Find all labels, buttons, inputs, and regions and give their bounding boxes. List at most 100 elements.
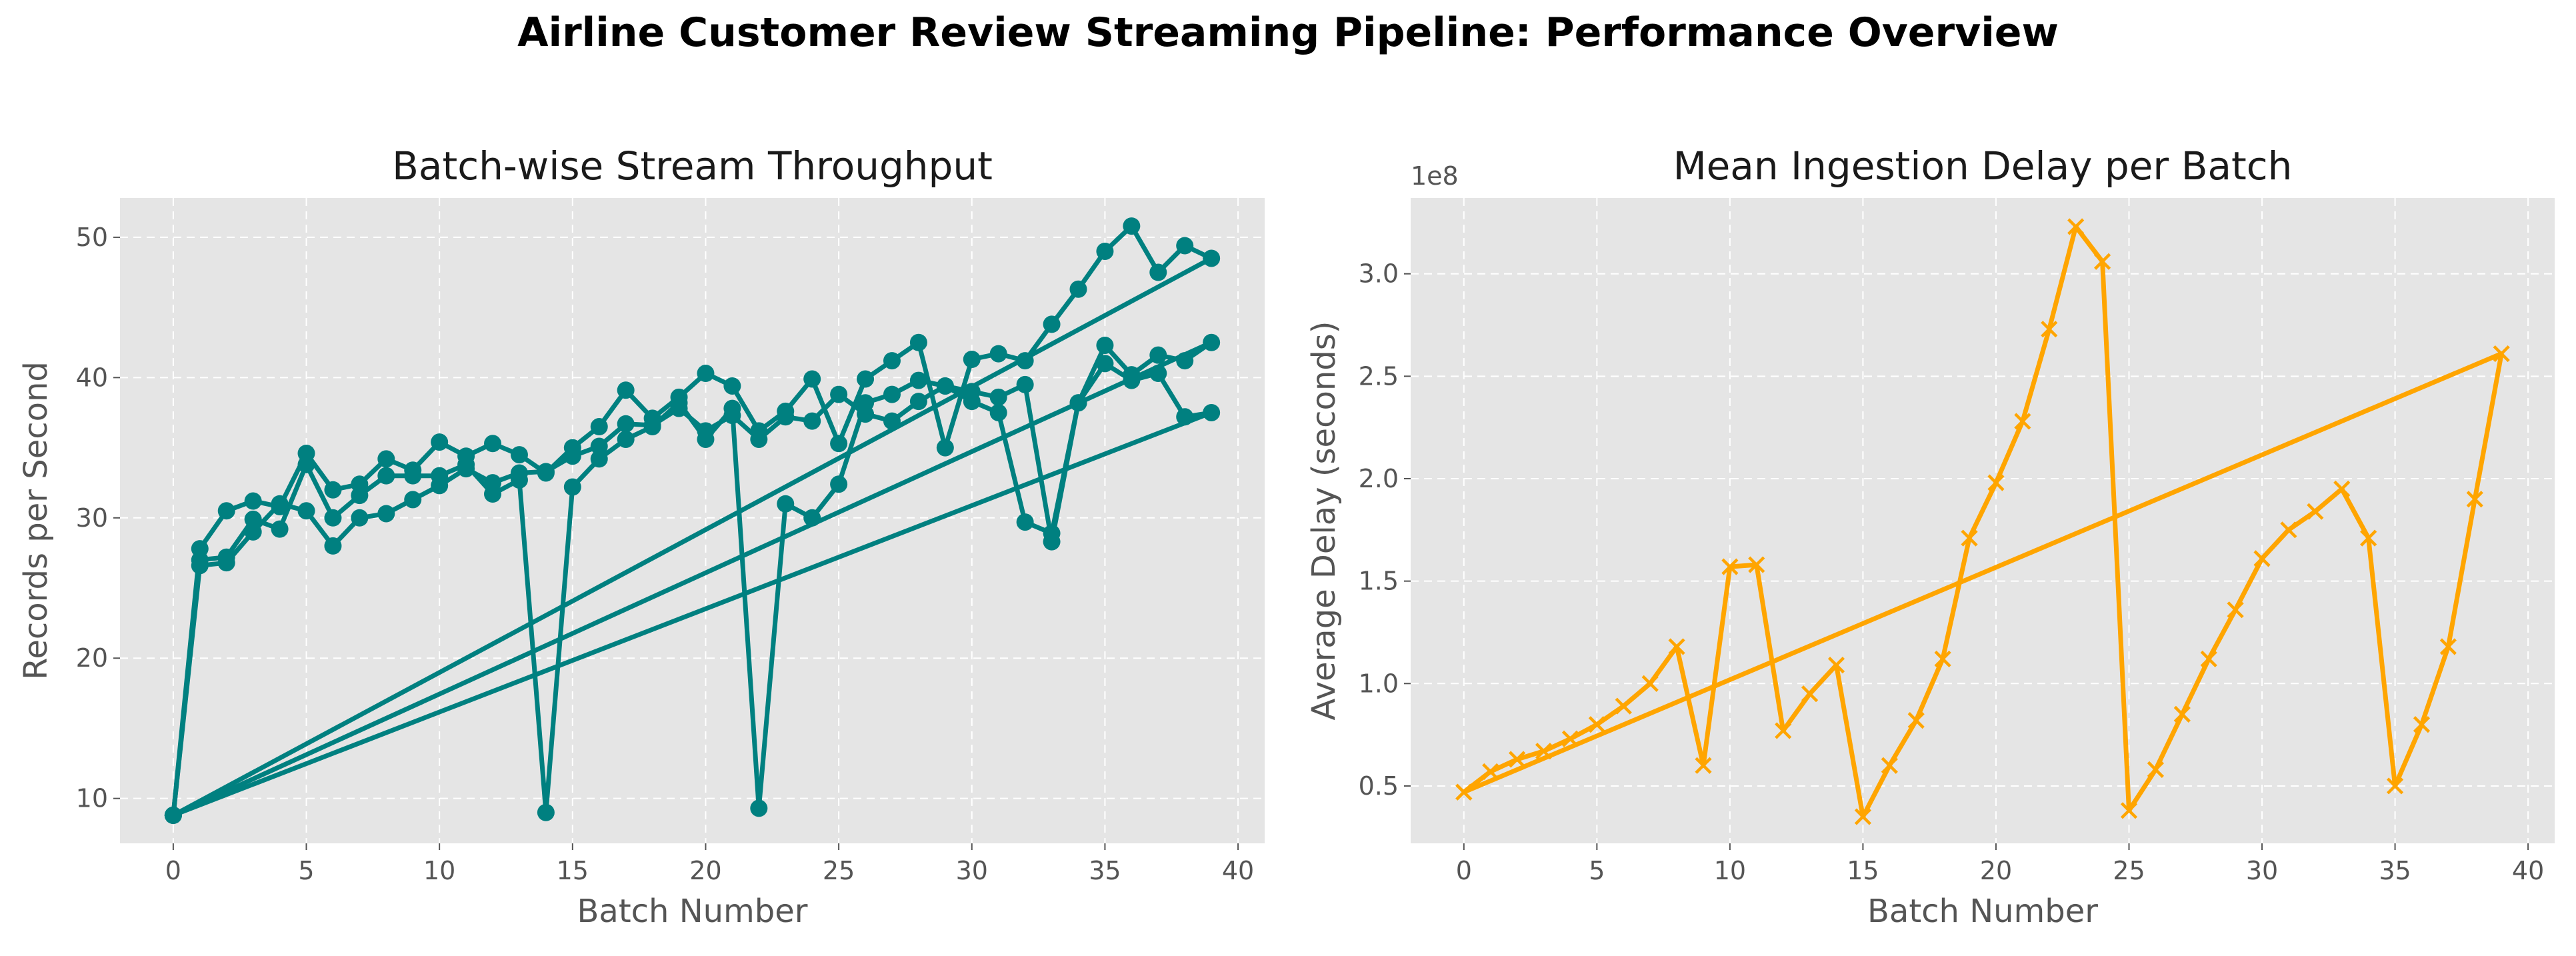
y-tick-label: 50 (76, 223, 108, 252)
data-point (1615, 697, 1632, 715)
data-point-stroke (1748, 556, 1765, 573)
data-point-stroke (2413, 716, 2431, 733)
data-point (431, 433, 449, 451)
y-tick-label: 30 (76, 503, 108, 533)
data-point (670, 399, 688, 417)
data-point-stroke (2280, 521, 2297, 539)
data-point (1482, 763, 1499, 781)
y-tick-label: 2.0 (1359, 464, 1399, 493)
data-point (1668, 638, 1685, 655)
x-tick-label: 30 (2246, 856, 2278, 885)
data-point (590, 418, 608, 436)
y-tick-label: 0.5 (1359, 771, 1399, 801)
data-point (909, 333, 927, 351)
data-point (777, 408, 795, 426)
data-point (2041, 321, 2058, 338)
data-point-stroke (2253, 550, 2271, 567)
data-point (1907, 712, 1925, 729)
data-point (484, 474, 502, 492)
data-point (590, 450, 608, 468)
data-point (377, 450, 395, 468)
y-tick-label: 40 (76, 363, 108, 392)
data-point (830, 475, 848, 493)
data-point (909, 393, 927, 411)
data-point (963, 351, 981, 368)
data-point-stroke (1934, 650, 1951, 668)
data-point (883, 412, 901, 430)
data-point (1203, 403, 1221, 421)
data-point (1721, 558, 1739, 575)
data-point (590, 437, 608, 455)
data-point (1509, 751, 1526, 768)
data-point (830, 435, 848, 453)
data-point-stroke (2093, 253, 2111, 270)
data-point (1934, 650, 1951, 668)
data-point (217, 502, 235, 520)
data-point-stroke (1987, 474, 2005, 491)
x-tick-label: 15 (1847, 856, 1879, 885)
data-point-stroke (1854, 808, 1872, 825)
data-point-stroke (1801, 685, 1819, 703)
data-point-stroke (2173, 705, 2191, 723)
data-point (404, 467, 422, 485)
data-point-stroke (1881, 757, 1898, 774)
data-point (404, 491, 422, 509)
data-point-stroke (2493, 345, 2510, 363)
data-point (537, 803, 555, 821)
data-point (617, 415, 635, 433)
data-point (1069, 394, 1087, 412)
data-point (271, 495, 289, 513)
data-point (1096, 242, 1114, 260)
data-point-stroke (1907, 712, 1925, 729)
data-point (1535, 743, 1553, 760)
y-axis-label: Average Delay (seconds) (1305, 321, 1343, 721)
x-tick-label: 5 (1589, 856, 1605, 885)
data-point (1561, 730, 1579, 747)
data-point (1149, 346, 1167, 364)
data-point (1588, 716, 1605, 733)
data-point-stroke (2439, 638, 2457, 655)
y-tick-label: 3.0 (1359, 259, 1399, 289)
data-point (750, 799, 768, 817)
data-point (1203, 249, 1221, 267)
data-point-stroke (1561, 730, 1579, 747)
data-point (2173, 705, 2191, 723)
chart-throughput: 0 5 10 15 20 25 30 35 40 10 20 30 40 50 Batch-wise Str… (17, 143, 1265, 930)
x-tick-label: 40 (2512, 856, 2544, 885)
data-point (2439, 638, 2457, 655)
data-point (2120, 802, 2138, 819)
data-point (563, 447, 581, 465)
data-point (1016, 375, 1034, 393)
data-point (244, 523, 262, 541)
data-point (697, 422, 715, 440)
plot-area (1411, 198, 2555, 843)
x-tick-label: 0 (1456, 856, 1472, 885)
data-point (324, 537, 342, 555)
data-point (963, 383, 981, 401)
data-point-stroke (1615, 697, 1632, 715)
data-point-stroke (1535, 743, 1553, 760)
y-tick-label: 1.5 (1359, 567, 1399, 596)
data-point (324, 509, 342, 527)
data-point (2200, 650, 2217, 668)
data-point (297, 502, 315, 520)
data-point (324, 481, 342, 499)
data-point (457, 460, 475, 478)
x-axis-label: Batch Number (1867, 893, 2098, 930)
data-point (777, 495, 795, 513)
x-tick-label: 25 (823, 856, 855, 885)
data-point-stroke (2067, 218, 2085, 235)
data-point-stroke (2466, 491, 2483, 508)
x-tick-label: 25 (2113, 856, 2145, 885)
plot-area (120, 198, 1265, 843)
data-point-stroke (2307, 503, 2324, 520)
panel-title: Mean Ingestion Delay per Batch (1673, 143, 2293, 189)
data-point (1961, 529, 1978, 547)
data-point (191, 557, 209, 575)
data-point (1016, 352, 1034, 370)
data-point (484, 435, 502, 453)
data-point (2280, 521, 2297, 539)
data-point (1801, 685, 1819, 703)
data-point (1043, 533, 1061, 551)
x-tick-label: 10 (423, 856, 455, 885)
